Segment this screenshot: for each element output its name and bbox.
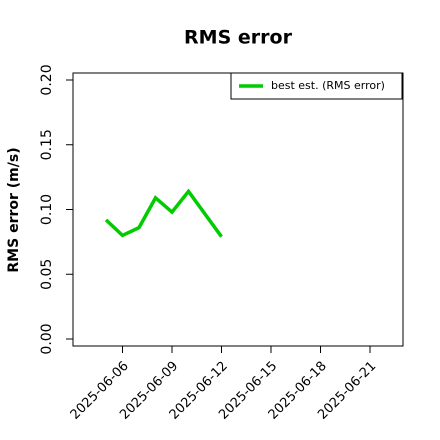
y-tick-label: 0.00 (39, 323, 55, 354)
y-tick-label: 0.10 (39, 194, 55, 225)
plot-frame (72, 72, 404, 347)
chart-title: RMS error (184, 27, 293, 49)
y-axis-label: RMS error (m/s) (6, 147, 22, 272)
y-tick-label: 0.05 (39, 259, 55, 290)
y-tick-label: 0.20 (39, 64, 55, 95)
legend-label: best est. (RMS error) (271, 79, 385, 92)
y-tick-label: 0.15 (39, 129, 55, 160)
data-line (104, 188, 223, 238)
